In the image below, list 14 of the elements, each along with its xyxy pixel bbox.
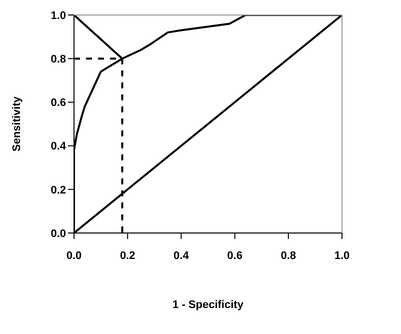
x-tick-label: 1.0 [334, 250, 350, 262]
y-axis-title: Sensitivity [10, 96, 23, 152]
x-tick-label: 0.4 [174, 250, 190, 262]
y-tick-label: 0.4 [50, 140, 67, 153]
x-tick-label: 0.0 [66, 250, 82, 262]
y-tick-label: 0.0 [50, 228, 66, 240]
x-axis-title: 1 - Specificity [172, 299, 244, 311]
x-tick-label: 0.8 [280, 250, 296, 262]
y-tick-label: 0.6 [50, 97, 66, 110]
x-tick-label: 0.6 [227, 250, 242, 262]
y-tick-label: 0.8 [50, 54, 66, 66]
y-tick-label: 0.2 [50, 184, 66, 196]
x-tick-label: 0.2 [120, 250, 136, 262]
y-tick-label: 1.0 [50, 10, 66, 22]
